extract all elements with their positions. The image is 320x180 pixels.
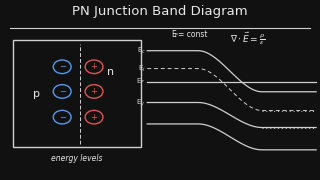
Text: +: + xyxy=(91,87,98,96)
Text: −: − xyxy=(59,62,66,71)
Text: = const: = const xyxy=(178,30,208,39)
Text: −: − xyxy=(59,113,66,122)
Text: E: E xyxy=(171,30,176,39)
Text: p: p xyxy=(33,89,40,99)
Text: PN Junction Band Diagram: PN Junction Band Diagram xyxy=(72,5,248,18)
Text: energy levels: energy levels xyxy=(52,154,103,163)
Text: −: − xyxy=(59,87,66,96)
Text: F: F xyxy=(175,33,178,38)
Bar xyxy=(13,40,141,147)
Text: E$_v$: E$_v$ xyxy=(136,97,146,108)
Text: E$_i$: E$_i$ xyxy=(138,64,146,74)
Text: E$_F$: E$_F$ xyxy=(136,77,146,87)
Text: +: + xyxy=(91,113,98,122)
Text: n: n xyxy=(107,67,114,77)
Text: +: + xyxy=(91,62,98,71)
Text: $\nabla\cdot\vec{E}=\frac{\rho}{\varepsilon}$: $\nabla\cdot\vec{E}=\frac{\rho}{\varepsi… xyxy=(230,30,265,47)
Text: E$_c$: E$_c$ xyxy=(137,46,146,56)
